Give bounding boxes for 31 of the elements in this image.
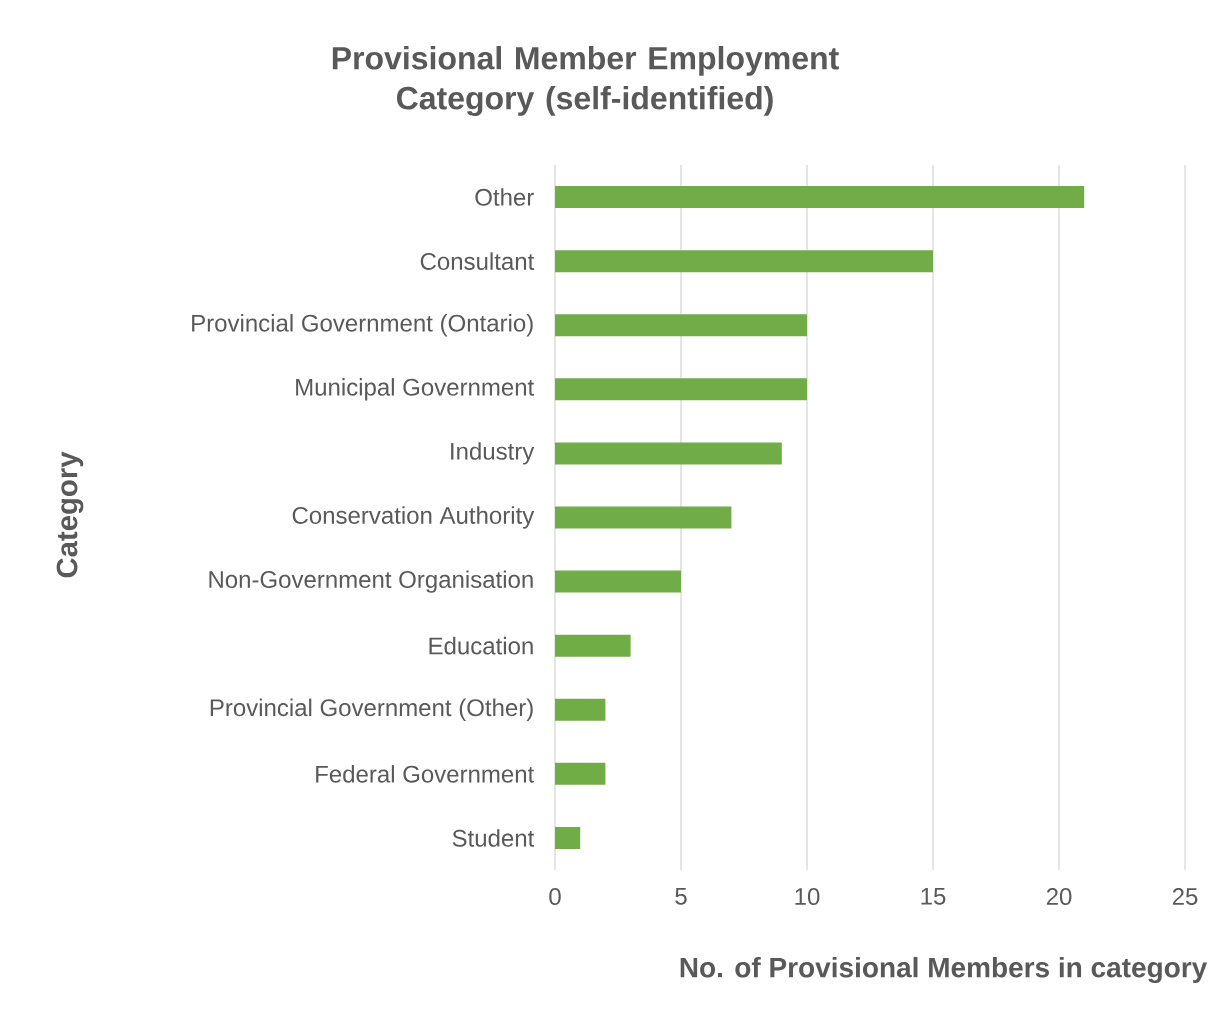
bar — [555, 378, 808, 401]
bar — [555, 186, 1085, 209]
x-tick-label: 0 — [549, 888, 561, 906]
y-tick-label: Federal Government — [316, 765, 535, 783]
y-tick-label: Municipal Government — [296, 378, 535, 401]
x-axis-title: No. of Provisional Members in category — [680, 956, 1208, 984]
bar — [555, 250, 934, 273]
y-tick-label: Other — [475, 188, 534, 206]
bar — [555, 314, 808, 337]
bar — [555, 570, 681, 593]
bar — [555, 634, 631, 657]
y-tick-label: Consultant — [420, 252, 535, 270]
y-tick-label: Student — [452, 829, 535, 847]
x-tick-label: 20 — [1046, 888, 1072, 906]
bar — [555, 826, 581, 849]
y-tick-label: Conservation Authority — [292, 506, 535, 529]
x-tick-label: 10 — [795, 888, 820, 906]
x-tick-label: 25 — [1172, 888, 1198, 906]
y-tick-label: Provincial Government (Ontario) — [192, 314, 533, 337]
y-tick-label: Non-Government Organisation — [209, 570, 533, 593]
bar — [555, 442, 782, 465]
x-tick-label: 15 — [921, 888, 946, 905]
y-tick-label: Provincial Government (Other) — [210, 698, 533, 721]
y-tick-label: Education — [429, 636, 533, 655]
bar — [555, 698, 606, 721]
chart-title: Provisional Member Employment Category (self-identified) — [332, 46, 839, 116]
bar — [555, 762, 606, 785]
bar — [555, 506, 732, 529]
x-tick-label: 5 — [675, 888, 687, 905]
y-tick-label: Industry — [451, 442, 535, 465]
y-axis-title: Category — [56, 451, 84, 578]
